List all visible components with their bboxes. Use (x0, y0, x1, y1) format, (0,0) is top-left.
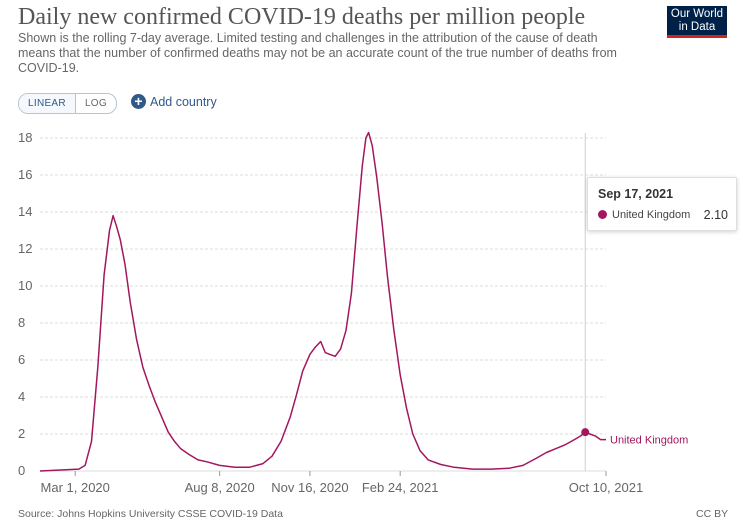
y-tick-label-18: 18 (18, 130, 32, 145)
license-link[interactable]: CC BY (696, 508, 729, 520)
y-tick-label-16: 16 (18, 167, 32, 182)
tooltip-entity: United Kingdom (612, 209, 691, 221)
y-tick-label-0: 0 (18, 463, 25, 478)
scale-toggle: LINEAR LOG (18, 93, 117, 114)
plus-circle-icon: + (131, 94, 146, 109)
series-line-0 (39, 131, 606, 472)
log-scale-button[interactable]: LOG (84, 98, 107, 109)
logo-accent-bar (667, 35, 727, 38)
y-tick-label-4: 4 (18, 389, 25, 404)
y-tick-label-2: 2 (18, 426, 25, 441)
y-tick-label-10: 10 (18, 278, 32, 293)
tooltip-date: Sep 17, 2021 (598, 187, 674, 201)
add-country-label: Add country (150, 94, 217, 109)
x-tick-label-2: Nov 16, 2020 (271, 480, 348, 495)
logo-line-1: Our World (670, 8, 724, 20)
x-tick-label-0: Mar 1, 2020 (41, 480, 110, 495)
chart-subtitle: Shown is the rolling 7-day average. Limi… (18, 31, 617, 75)
x-tick-label-1: Aug 8, 2020 (185, 480, 255, 495)
y-tick-label-14: 14 (18, 204, 32, 219)
tooltip-value: 2.10 (703, 208, 728, 222)
series-end-label-0: United Kingdom (610, 435, 688, 447)
source-note[interactable]: Source: Johns Hopkins University CSSE CO… (18, 508, 283, 520)
y-tick-label-6: 6 (18, 352, 25, 367)
hover-tooltip: Sep 17, 2021 United Kingdom 2.10 (587, 177, 737, 231)
series-color-dot-icon (598, 210, 607, 219)
logo-line-2: in Data (678, 21, 716, 33)
add-country-button[interactable]: + Add country (131, 94, 217, 109)
y-tick-label-12: 12 (18, 241, 32, 256)
owid-logo[interactable]: Our World in Data (667, 6, 727, 38)
chart-title: Daily new confirmed COVID-19 deaths per … (18, 4, 586, 30)
x-tick-label-3: Feb 24, 2021 (362, 480, 439, 495)
hover-point-0 (581, 428, 590, 437)
y-tick-label-8: 8 (18, 315, 25, 330)
x-tick-label-4: Oct 10, 2021 (569, 480, 643, 495)
tooltip-row: United Kingdom 2.10 (598, 208, 728, 222)
linear-scale-button[interactable]: LINEAR (19, 94, 76, 113)
